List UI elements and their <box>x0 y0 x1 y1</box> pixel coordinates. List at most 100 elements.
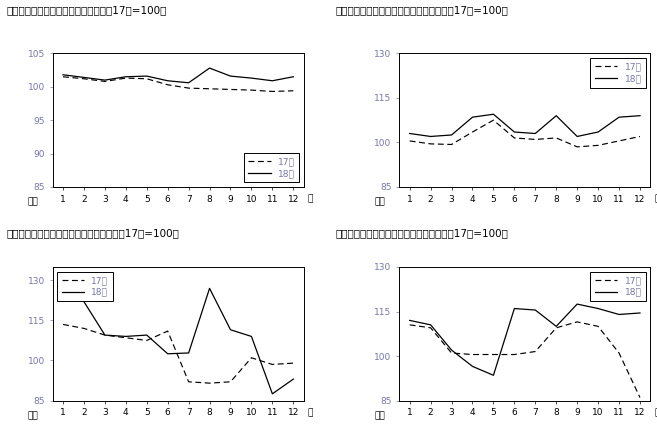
18年 <box>80 299 88 304</box>
Legend: 17年, 18年: 17年, 18年 <box>590 58 646 88</box>
18年 <box>594 129 602 135</box>
17年 <box>227 87 235 92</box>
17年 <box>510 135 518 141</box>
17年 <box>269 89 277 94</box>
18年 <box>447 348 455 353</box>
17年 <box>164 328 171 334</box>
18年 <box>447 132 455 138</box>
17年 <box>573 144 581 150</box>
17年 <box>269 362 277 367</box>
17年 <box>615 138 623 144</box>
18年 <box>468 114 476 120</box>
17年 <box>532 349 539 354</box>
Line: 17年: 17年 <box>63 77 293 91</box>
Text: 月: 月 <box>654 194 657 203</box>
Legend: 17年, 18年: 17年, 18年 <box>244 153 299 182</box>
Line: 18年: 18年 <box>63 68 293 83</box>
17年 <box>80 326 88 331</box>
18年 <box>426 322 434 328</box>
18年 <box>185 350 193 356</box>
Legend: 17年, 18年: 17年, 18年 <box>57 271 113 301</box>
18年 <box>289 376 297 382</box>
18年 <box>426 134 434 139</box>
17年 <box>510 352 518 357</box>
18年 <box>269 78 277 83</box>
18年 <box>80 75 88 80</box>
Line: 18年: 18年 <box>410 114 640 137</box>
17年 <box>227 379 235 384</box>
17年 <box>122 75 130 81</box>
18年 <box>227 327 235 332</box>
17年 <box>636 134 644 139</box>
18年 <box>59 72 67 77</box>
18年 <box>101 77 109 83</box>
18年 <box>206 65 214 71</box>
18年 <box>468 364 476 369</box>
Text: 図４－１　食料　月別の動向　（平成17年=100）: 図４－１ 食料 月別の動向 （平成17年=100） <box>7 6 167 16</box>
17年 <box>636 395 644 400</box>
18年 <box>248 334 256 339</box>
18年 <box>615 312 623 317</box>
18年 <box>489 112 497 117</box>
17年 <box>426 141 434 146</box>
18年 <box>573 301 581 307</box>
17年 <box>101 79 109 84</box>
18年 <box>227 73 235 79</box>
17年 <box>59 322 67 327</box>
17年 <box>143 76 150 81</box>
Text: 図４－３　生鮮野菜　月別の動向　（平成17年=100）: 図４－３ 生鮮野菜 月別の動向 （平成17年=100） <box>7 228 179 238</box>
18年 <box>636 113 644 118</box>
Text: 図４－２　生鮮魚介　月別の動向　（平成17年=100）: 図４－２ 生鮮魚介 月別の動向 （平成17年=100） <box>335 6 508 16</box>
17年 <box>289 360 297 366</box>
17年 <box>426 325 434 331</box>
Text: 指数: 指数 <box>374 411 385 420</box>
17年 <box>553 325 560 331</box>
18年 <box>406 131 414 136</box>
17年 <box>447 142 455 147</box>
18年 <box>248 75 256 81</box>
17年 <box>594 143 602 148</box>
Line: 18年: 18年 <box>410 304 640 375</box>
18年 <box>594 306 602 311</box>
18年 <box>206 286 214 291</box>
18年 <box>532 307 539 313</box>
17年 <box>289 88 297 93</box>
17年 <box>206 380 214 386</box>
17年 <box>80 76 88 81</box>
17年 <box>447 350 455 356</box>
18年 <box>510 129 518 135</box>
17年 <box>489 117 497 123</box>
18年 <box>122 74 130 79</box>
17年 <box>594 324 602 329</box>
18年 <box>143 332 150 338</box>
18年 <box>164 78 171 83</box>
18年 <box>553 324 560 329</box>
17年 <box>164 82 171 87</box>
18年 <box>164 351 171 356</box>
17年 <box>143 338 150 343</box>
18年 <box>573 134 581 139</box>
17年 <box>206 86 214 91</box>
18年 <box>532 131 539 136</box>
17年 <box>406 138 414 144</box>
18年 <box>406 318 414 323</box>
17年 <box>101 332 109 338</box>
Text: 指数: 指数 <box>28 198 38 206</box>
17年 <box>122 335 130 340</box>
17年 <box>615 350 623 356</box>
17年 <box>248 87 256 93</box>
18年 <box>553 113 560 118</box>
18年 <box>185 80 193 85</box>
17年 <box>185 379 193 384</box>
18年 <box>269 391 277 396</box>
Line: 17年: 17年 <box>63 324 293 383</box>
Line: 18年: 18年 <box>63 284 293 394</box>
17年 <box>573 319 581 324</box>
Text: 月: 月 <box>308 408 313 417</box>
Line: 17年: 17年 <box>410 120 640 147</box>
18年 <box>615 114 623 120</box>
17年 <box>468 129 476 135</box>
18年 <box>122 334 130 339</box>
Text: 月: 月 <box>308 194 313 203</box>
18年 <box>59 282 67 287</box>
